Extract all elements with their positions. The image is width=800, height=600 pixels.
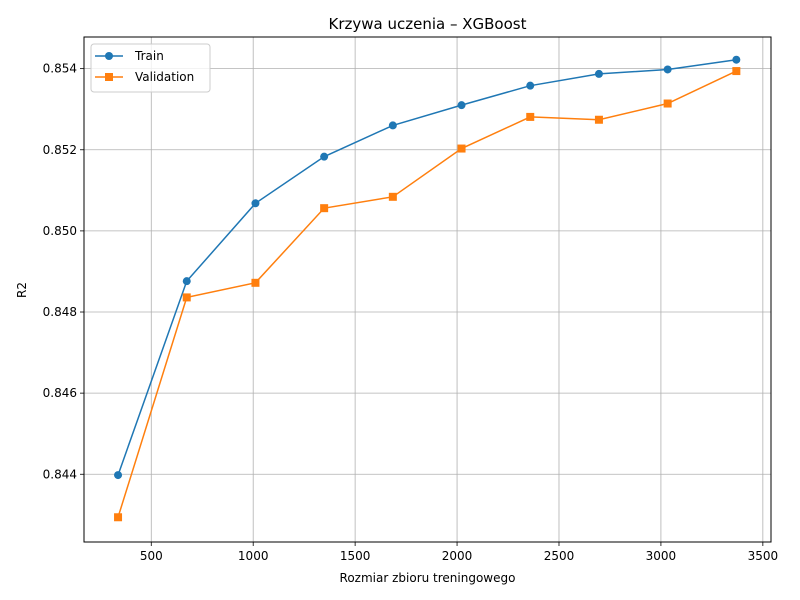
plot-area bbox=[84, 37, 771, 542]
legend-validation-marker bbox=[105, 73, 113, 81]
legend-train-label: Train bbox=[134, 49, 164, 63]
legend: Train Validation bbox=[90, 43, 211, 93]
x-tick-label: 2500 bbox=[544, 549, 575, 563]
x-axis-label: Rozmiar zbioru treningowego bbox=[340, 571, 516, 585]
validation-data-point bbox=[182, 293, 191, 302]
validation-data-point bbox=[114, 513, 123, 522]
y-axis-label: R2 bbox=[15, 282, 29, 298]
chart-title: Krzywa uczenia – XGBoost bbox=[329, 15, 527, 33]
validation-data-point bbox=[663, 99, 672, 108]
validation-data-point bbox=[526, 112, 535, 121]
train-data-point bbox=[388, 121, 397, 130]
train-data-point bbox=[251, 199, 260, 208]
validation-data-point bbox=[388, 192, 397, 201]
y-tick-label: 0.844 bbox=[43, 467, 77, 481]
x-tick-label: 2000 bbox=[442, 549, 473, 563]
x-tick-label: 1000 bbox=[238, 549, 269, 563]
y-tick-label: 0.852 bbox=[43, 143, 77, 157]
validation-data-point bbox=[732, 67, 741, 76]
series-layer bbox=[114, 55, 741, 522]
validation-data-point bbox=[251, 278, 260, 287]
y-tick-label: 0.850 bbox=[43, 224, 77, 238]
train-data-point bbox=[594, 69, 603, 78]
y-tick-label: 0.848 bbox=[43, 305, 77, 319]
y-tick-label: 0.846 bbox=[43, 386, 77, 400]
validation-data-point bbox=[594, 115, 603, 124]
x-tick-label: 500 bbox=[140, 549, 163, 563]
train-data-point bbox=[732, 55, 741, 64]
validation-data-point bbox=[457, 144, 466, 153]
axis-ticks: 500 1000 1500 2000 2500 3000 3500 0.844 0.846 0.8… bbox=[43, 62, 778, 563]
legend-train-marker bbox=[105, 52, 113, 60]
legend-validation-label: Validation bbox=[135, 70, 194, 84]
train-data-point bbox=[320, 152, 329, 161]
train-data-point bbox=[457, 101, 466, 110]
train-data-point bbox=[114, 471, 123, 480]
grid-lines bbox=[84, 37, 771, 542]
train-data-point bbox=[663, 65, 672, 74]
validation-series-line bbox=[117, 70, 737, 518]
x-tick-label: 3000 bbox=[646, 549, 677, 563]
validation-data-point bbox=[320, 204, 329, 213]
y-tick-label: 0.854 bbox=[43, 62, 77, 76]
train-data-point bbox=[182, 277, 191, 286]
x-tick-label: 1500 bbox=[340, 549, 371, 563]
plot-frame bbox=[83, 36, 772, 543]
train-data-point bbox=[526, 81, 535, 90]
x-tick-label: 3500 bbox=[748, 549, 779, 563]
train-series-line bbox=[117, 58, 737, 476]
